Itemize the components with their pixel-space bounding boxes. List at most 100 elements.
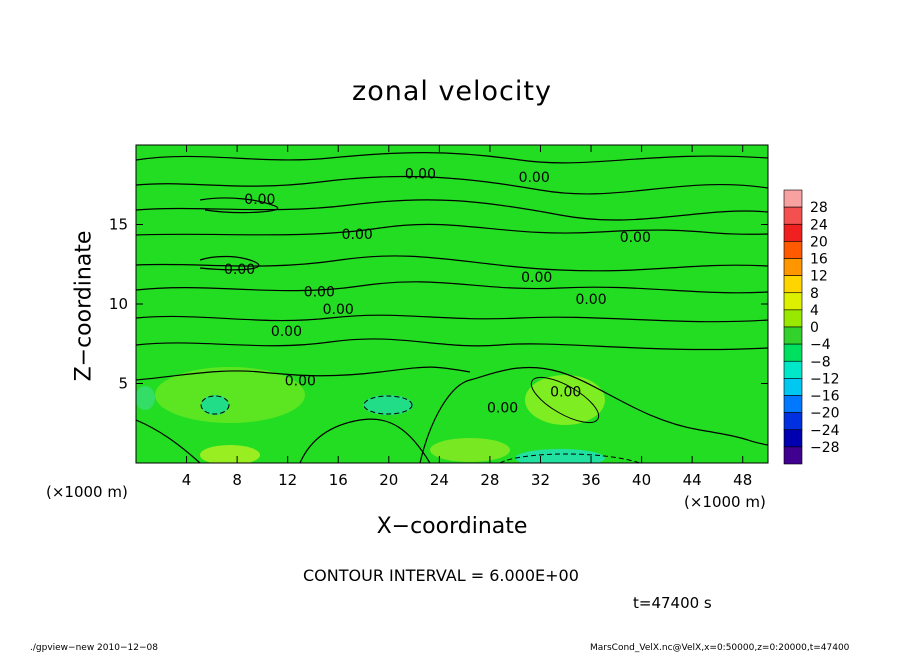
contour-line (136, 199, 768, 221)
x-axis-ticks: 4 8 12 16 20 24 28 32 36 40 44 48 (182, 145, 752, 489)
cool-patch (363, 395, 413, 415)
contour-label: 0.00 (323, 302, 354, 318)
time-label: t=47400 s (633, 594, 712, 612)
contour-label: 0.00 (550, 384, 581, 400)
colorbar-segment (783, 275, 803, 294)
colorbar-segment (783, 223, 803, 242)
y-axis-ticks: 5 10 15 (109, 216, 768, 393)
contour-line (136, 419, 201, 463)
cool-patch (136, 386, 155, 410)
contour-label: 0.00 (620, 230, 651, 246)
x-tick-label: 28 (480, 471, 499, 489)
contour-label: 0.00 (224, 262, 255, 278)
colorbar-segment (783, 343, 803, 362)
x-tick-label: 48 (733, 471, 752, 489)
contour-interval-label: CONTOUR INTERVAL = 6.000E+00 (303, 566, 579, 585)
colorbar-segment (783, 446, 803, 465)
contour-label: 0.00 (521, 270, 552, 286)
contour-label: 0.00 (405, 167, 436, 183)
colorbar-segment (783, 189, 803, 208)
colorbar-level-label: 8 (810, 286, 819, 302)
colorbar-segment (783, 258, 803, 276)
x-tick-label: 20 (379, 471, 398, 489)
negative-contour (200, 395, 230, 415)
x-tick-label: 4 (182, 471, 192, 489)
cool-patch (515, 449, 605, 463)
x-tick-label: 12 (278, 471, 297, 489)
warm-patch (525, 375, 605, 425)
x-unit-label-left: (×1000 m) (46, 483, 128, 501)
colorbar-segment (783, 412, 803, 431)
colorbar-segment (783, 429, 803, 448)
contour-label: 0.00 (487, 400, 518, 416)
footer-program-info: ./gpview−new 2010−12−08 (30, 643, 158, 653)
colorbar-segment (783, 378, 803, 396)
y-axis-label: Z−coordinate (71, 230, 97, 382)
x-tick-label: 36 (581, 471, 600, 489)
warm-patch (200, 445, 260, 463)
chart-title: zonal velocity (352, 76, 552, 107)
colorbar-level-label: 24 (810, 217, 828, 233)
x-tick-label: 32 (531, 471, 550, 489)
contour-line (199, 255, 260, 271)
y-tick-label: 10 (109, 295, 128, 313)
contour-line (136, 366, 471, 381)
contour-line (136, 338, 768, 351)
contour-labels: 0.00 0.00 0.00 0.00 0.00 0.00 0.00 0.00 0.00 0.00… (224, 167, 651, 417)
contour-line (136, 152, 768, 164)
negative-contour (363, 395, 413, 415)
y-tick-label: 5 (118, 375, 128, 393)
contour-line (136, 223, 768, 236)
colorbar-level-label: 20 (810, 234, 828, 250)
colorbar-segment (783, 206, 803, 225)
cool-patch (201, 395, 229, 415)
x-axis-label: X−coordinate (376, 514, 528, 539)
x-tick-label: 40 (632, 471, 651, 489)
footer-file-info: MarsCond_VelX.nc@VelX,x=0:50000,z=0:2000… (590, 643, 850, 653)
colorbar-level-label: 0 (810, 320, 819, 336)
contour-line (419, 366, 768, 463)
negative-contour (499, 453, 641, 463)
colorbar-segment (783, 326, 803, 345)
contour-label: 0.00 (342, 227, 373, 243)
colorbar-level-label: 16 (810, 252, 828, 268)
contour-line (136, 314, 768, 323)
contour-label: 0.00 (575, 292, 606, 308)
contour-label: 0.00 (244, 192, 275, 208)
contour-line (136, 281, 768, 294)
colorbar-level-label: −12 (810, 371, 840, 387)
x-tick-label: 24 (430, 471, 449, 489)
x-tick-label: 8 (232, 471, 242, 489)
contour-line (136, 175, 768, 195)
contour-label: 0.00 (304, 284, 335, 300)
colorbar-level-label: 12 (810, 269, 828, 285)
colorbar-level-label: −28 (810, 440, 840, 456)
colorbar-level-label: 28 (810, 200, 828, 216)
contour-label: 0.00 (271, 324, 302, 340)
x-unit-label-right: (×1000 m) (684, 493, 766, 511)
positive-contour (530, 376, 600, 424)
colorbar-level-label: −16 (810, 389, 840, 405)
colorbar-segment (783, 292, 803, 311)
warm-patch (155, 367, 305, 423)
contour-line (299, 418, 431, 463)
colorbar-level-label: −20 (810, 406, 840, 422)
x-tick-label: 44 (683, 471, 702, 489)
colorbar-level-label: −4 (810, 337, 831, 353)
colorbar-level-label: −8 (810, 354, 831, 370)
colorbar-segment (783, 309, 803, 328)
colorbar-level-label: −24 (810, 423, 840, 439)
contour-label: 0.00 (519, 170, 550, 186)
colorbar-segment (783, 241, 803, 259)
x-tick-label: 16 (329, 471, 348, 489)
y-tick-label: 15 (109, 216, 128, 234)
contour-line (199, 197, 279, 214)
warm-patch (430, 438, 510, 462)
contour-label: 0.00 (285, 373, 316, 389)
colorbar-segment (783, 395, 803, 413)
colorbar-level-label: 4 (810, 303, 819, 319)
contour-line (136, 255, 768, 272)
colorbar-segment (783, 360, 803, 379)
